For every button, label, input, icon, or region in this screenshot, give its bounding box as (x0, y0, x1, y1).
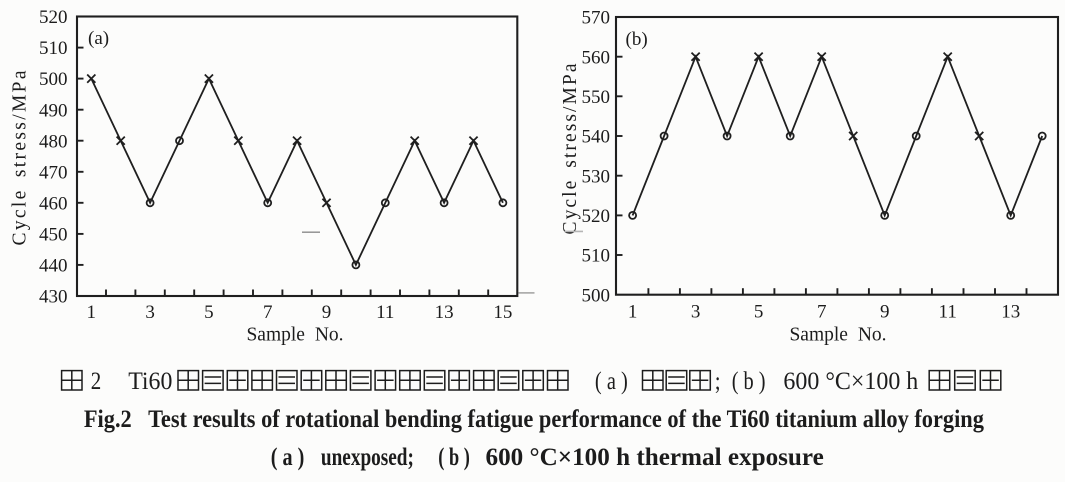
svg-text:520: 520 (582, 206, 611, 227)
svg-text:7: 7 (263, 302, 273, 323)
svg-text:15: 15 (493, 302, 512, 323)
svg-text:( b ): ( b ) (732, 367, 766, 395)
svg-text:Sample No.: Sample No. (246, 325, 343, 346)
svg-text:1: 1 (628, 302, 638, 323)
svg-text:480: 480 (39, 131, 68, 152)
svg-text:(b): (b) (626, 29, 648, 50)
svg-text:7: 7 (817, 302, 827, 323)
svg-text:13: 13 (1001, 302, 1020, 323)
svg-text:1: 1 (87, 302, 97, 323)
svg-text:3: 3 (145, 302, 155, 323)
svg-text:11: 11 (376, 302, 394, 323)
svg-text:Ti60: Ti60 (128, 367, 172, 395)
svg-text:5: 5 (754, 302, 764, 323)
svg-text:490: 490 (39, 100, 68, 121)
svg-text:unexposed;: unexposed; (321, 443, 414, 471)
svg-text:550: 550 (582, 87, 611, 108)
svg-text:(a): (a) (88, 28, 109, 49)
svg-text:9: 9 (322, 302, 332, 323)
svg-text:440: 440 (39, 256, 68, 277)
svg-text:( b ): ( b ) (438, 443, 470, 471)
svg-text:( a ): ( a ) (595, 367, 628, 395)
svg-text:430: 430 (39, 287, 68, 308)
svg-text:( a ): ( a ) (271, 443, 305, 471)
svg-text:510: 510 (582, 246, 611, 267)
svg-text:540: 540 (582, 127, 611, 148)
svg-text:460: 460 (39, 193, 68, 214)
svg-text:500: 500 (39, 69, 68, 90)
svg-text:450: 450 (39, 225, 68, 246)
svg-text:570: 570 (582, 8, 611, 29)
svg-text:13: 13 (435, 302, 454, 323)
svg-text:;: ; (715, 367, 721, 395)
svg-text:560: 560 (582, 47, 611, 68)
svg-text:530: 530 (582, 166, 611, 187)
svg-text:600 °C×100 h thermal exposure: 600 °C×100 h thermal exposure (486, 443, 824, 471)
svg-text:5: 5 (204, 302, 214, 323)
svg-text:500: 500 (582, 285, 611, 306)
svg-text:3: 3 (691, 302, 701, 323)
svg-text:600 °C×100 h: 600 °C×100 h (783, 367, 918, 395)
svg-text:Sample No.: Sample No. (789, 325, 886, 346)
svg-text:470: 470 (39, 162, 68, 183)
svg-text:520: 520 (39, 7, 68, 28)
svg-text:Fig.2 Test results of rotati: Fig.2 Test results of rotational bending… (84, 405, 984, 433)
svg-text:11: 11 (939, 302, 957, 323)
svg-text:510: 510 (39, 38, 68, 59)
svg-text:2: 2 (91, 367, 101, 395)
svg-text:9: 9 (880, 302, 890, 323)
